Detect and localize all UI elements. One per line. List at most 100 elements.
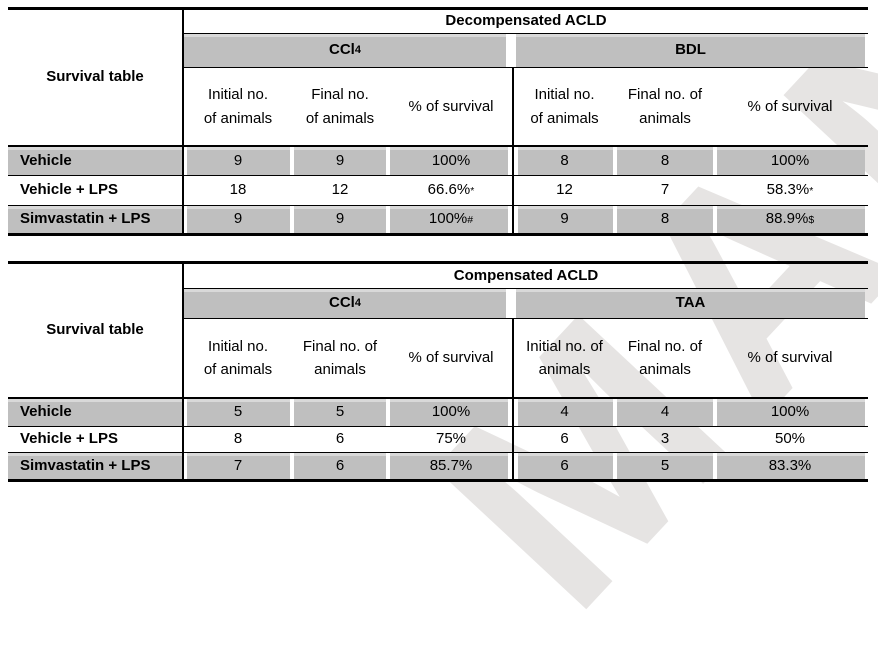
cell-value: 8 bbox=[560, 151, 569, 169]
group-band-ccl4 bbox=[184, 34, 506, 67]
cell-value: 9 bbox=[560, 210, 569, 228]
col-header-survival-ccl4: % of survival bbox=[408, 349, 494, 367]
cell-gap bbox=[184, 147, 187, 175]
group-band-ccl4 bbox=[184, 289, 506, 318]
col-header-survival-taa: % of survival bbox=[747, 349, 833, 367]
cell-gap bbox=[613, 206, 617, 233]
cell-value: 8 bbox=[233, 430, 243, 448]
band-gap bbox=[506, 34, 516, 67]
cell-value: 100% bbox=[770, 403, 810, 421]
row-shade bbox=[8, 147, 865, 175]
group-label-subscript: 4 bbox=[354, 43, 361, 56]
row-divider bbox=[8, 426, 868, 427]
cell-gap bbox=[184, 206, 187, 233]
column-divider-groups bbox=[512, 68, 514, 236]
cell-value: 12 bbox=[331, 181, 349, 199]
group-header-ccl4: CCl 4 bbox=[184, 289, 506, 318]
row-label-simvastatin-lps: Simvastatin + LPS bbox=[20, 210, 151, 228]
row-label-vehicle: Vehicle bbox=[20, 403, 72, 421]
cell-value: 6 bbox=[335, 456, 345, 474]
corner-label: Survival table bbox=[46, 68, 144, 86]
cell-gap bbox=[290, 206, 294, 233]
group-label: CCl bbox=[329, 294, 355, 312]
table-border-bottom bbox=[8, 479, 868, 482]
table-border-top bbox=[8, 7, 868, 10]
cell-value: 4 bbox=[560, 403, 569, 421]
cell-gap bbox=[386, 147, 390, 175]
row-label-vehicle-lps: Vehicle + LPS bbox=[20, 181, 118, 199]
cell-value: 5 bbox=[233, 403, 243, 421]
cell-gap bbox=[386, 399, 390, 426]
cell-value: 100% bbox=[431, 151, 471, 169]
cell-gap bbox=[613, 147, 617, 175]
cell-value: 6 bbox=[335, 430, 345, 448]
cell-value: 50% bbox=[774, 430, 806, 448]
group-label: CCl bbox=[329, 41, 355, 59]
cell-value: 3 bbox=[660, 430, 670, 448]
column-divider-label bbox=[182, 7, 184, 236]
col-header-final-taa: Final no. of animals bbox=[627, 337, 703, 378]
column-divider-groups bbox=[512, 319, 514, 479]
cell-value: 8 bbox=[660, 151, 670, 169]
survival-table-compensated: Survival table Compensated ACLD CCl 4 TAA… bbox=[8, 261, 868, 482]
cell-gap bbox=[290, 399, 294, 426]
col-header-initial-taa: Initial no. of animals bbox=[526, 337, 603, 378]
cell-value: 9 bbox=[233, 151, 243, 169]
corner-label: Survival table bbox=[46, 321, 144, 339]
table-border-top bbox=[8, 261, 868, 264]
group-header-bdl: BDL bbox=[516, 34, 865, 67]
col-header-final-bdl: Final no. of animals bbox=[627, 86, 703, 127]
cell-gap bbox=[713, 147, 717, 175]
col-header-initial-ccl4: Initial no. of animals bbox=[203, 337, 273, 378]
col-header-survival-ccl4: % of survival bbox=[408, 97, 494, 115]
row-label-vehicle-lps: Vehicle + LPS bbox=[20, 430, 118, 448]
cell-gap bbox=[713, 399, 717, 426]
row-divider bbox=[8, 205, 868, 206]
cell-value: 9 bbox=[233, 210, 243, 228]
survival-table-decompensated: Survival table Decompensated ACLD CCl 4 B… bbox=[8, 7, 868, 236]
cell-value: 18 bbox=[229, 181, 247, 199]
cell-value: 5 bbox=[335, 403, 345, 421]
col-header-initial-bdl: Initial no. of animals bbox=[530, 86, 599, 127]
rule-above-data bbox=[8, 145, 868, 147]
group-label: TAA bbox=[675, 294, 706, 312]
row-divider bbox=[8, 175, 868, 176]
cell-value: 8 bbox=[660, 210, 670, 228]
cell-gap bbox=[184, 399, 187, 426]
row-shade bbox=[8, 453, 865, 479]
cell-gap bbox=[613, 453, 617, 479]
cell-value: 7 bbox=[233, 456, 243, 474]
cell-value: 6 bbox=[560, 456, 569, 474]
band-gap bbox=[506, 289, 516, 318]
table-title: Compensated ACLD bbox=[453, 266, 599, 284]
row-shade bbox=[8, 399, 865, 426]
col-header-final-ccl4: Final no. of animals bbox=[302, 337, 378, 378]
cell-value: 100% # bbox=[428, 210, 474, 228]
cell-value: 4 bbox=[660, 403, 670, 421]
cell-value: 7 bbox=[660, 181, 670, 199]
table-title: Decompensated ACLD bbox=[445, 12, 607, 30]
column-divider-label bbox=[182, 261, 184, 482]
cell-value: 83.3% bbox=[768, 456, 812, 474]
cell-gap bbox=[386, 453, 390, 479]
rule-under-band bbox=[182, 67, 868, 68]
row-divider bbox=[8, 452, 868, 453]
group-header-taa: TAA bbox=[516, 289, 865, 318]
cell-value: 100% bbox=[431, 403, 471, 421]
rule-under-title bbox=[182, 288, 868, 289]
cell-value: 6 bbox=[560, 430, 569, 448]
rule-under-title bbox=[182, 33, 868, 34]
col-header-final-ccl4: Final no. of animals bbox=[305, 86, 375, 127]
cell-value: 58.3% * bbox=[766, 181, 814, 199]
group-label-subscript: 4 bbox=[354, 296, 361, 309]
group-band-bdl bbox=[516, 34, 865, 67]
cell-value: 9 bbox=[335, 151, 345, 169]
cell-value: 85.7% bbox=[429, 456, 473, 474]
table-border-bottom bbox=[8, 233, 868, 236]
cell-value: 75% bbox=[435, 430, 467, 448]
group-band-taa bbox=[516, 289, 865, 318]
cell-gap bbox=[184, 453, 187, 479]
cell-value: 66.6% * bbox=[427, 181, 475, 199]
group-label: BDL bbox=[675, 41, 706, 59]
col-header-survival-bdl: % of survival bbox=[747, 97, 833, 115]
